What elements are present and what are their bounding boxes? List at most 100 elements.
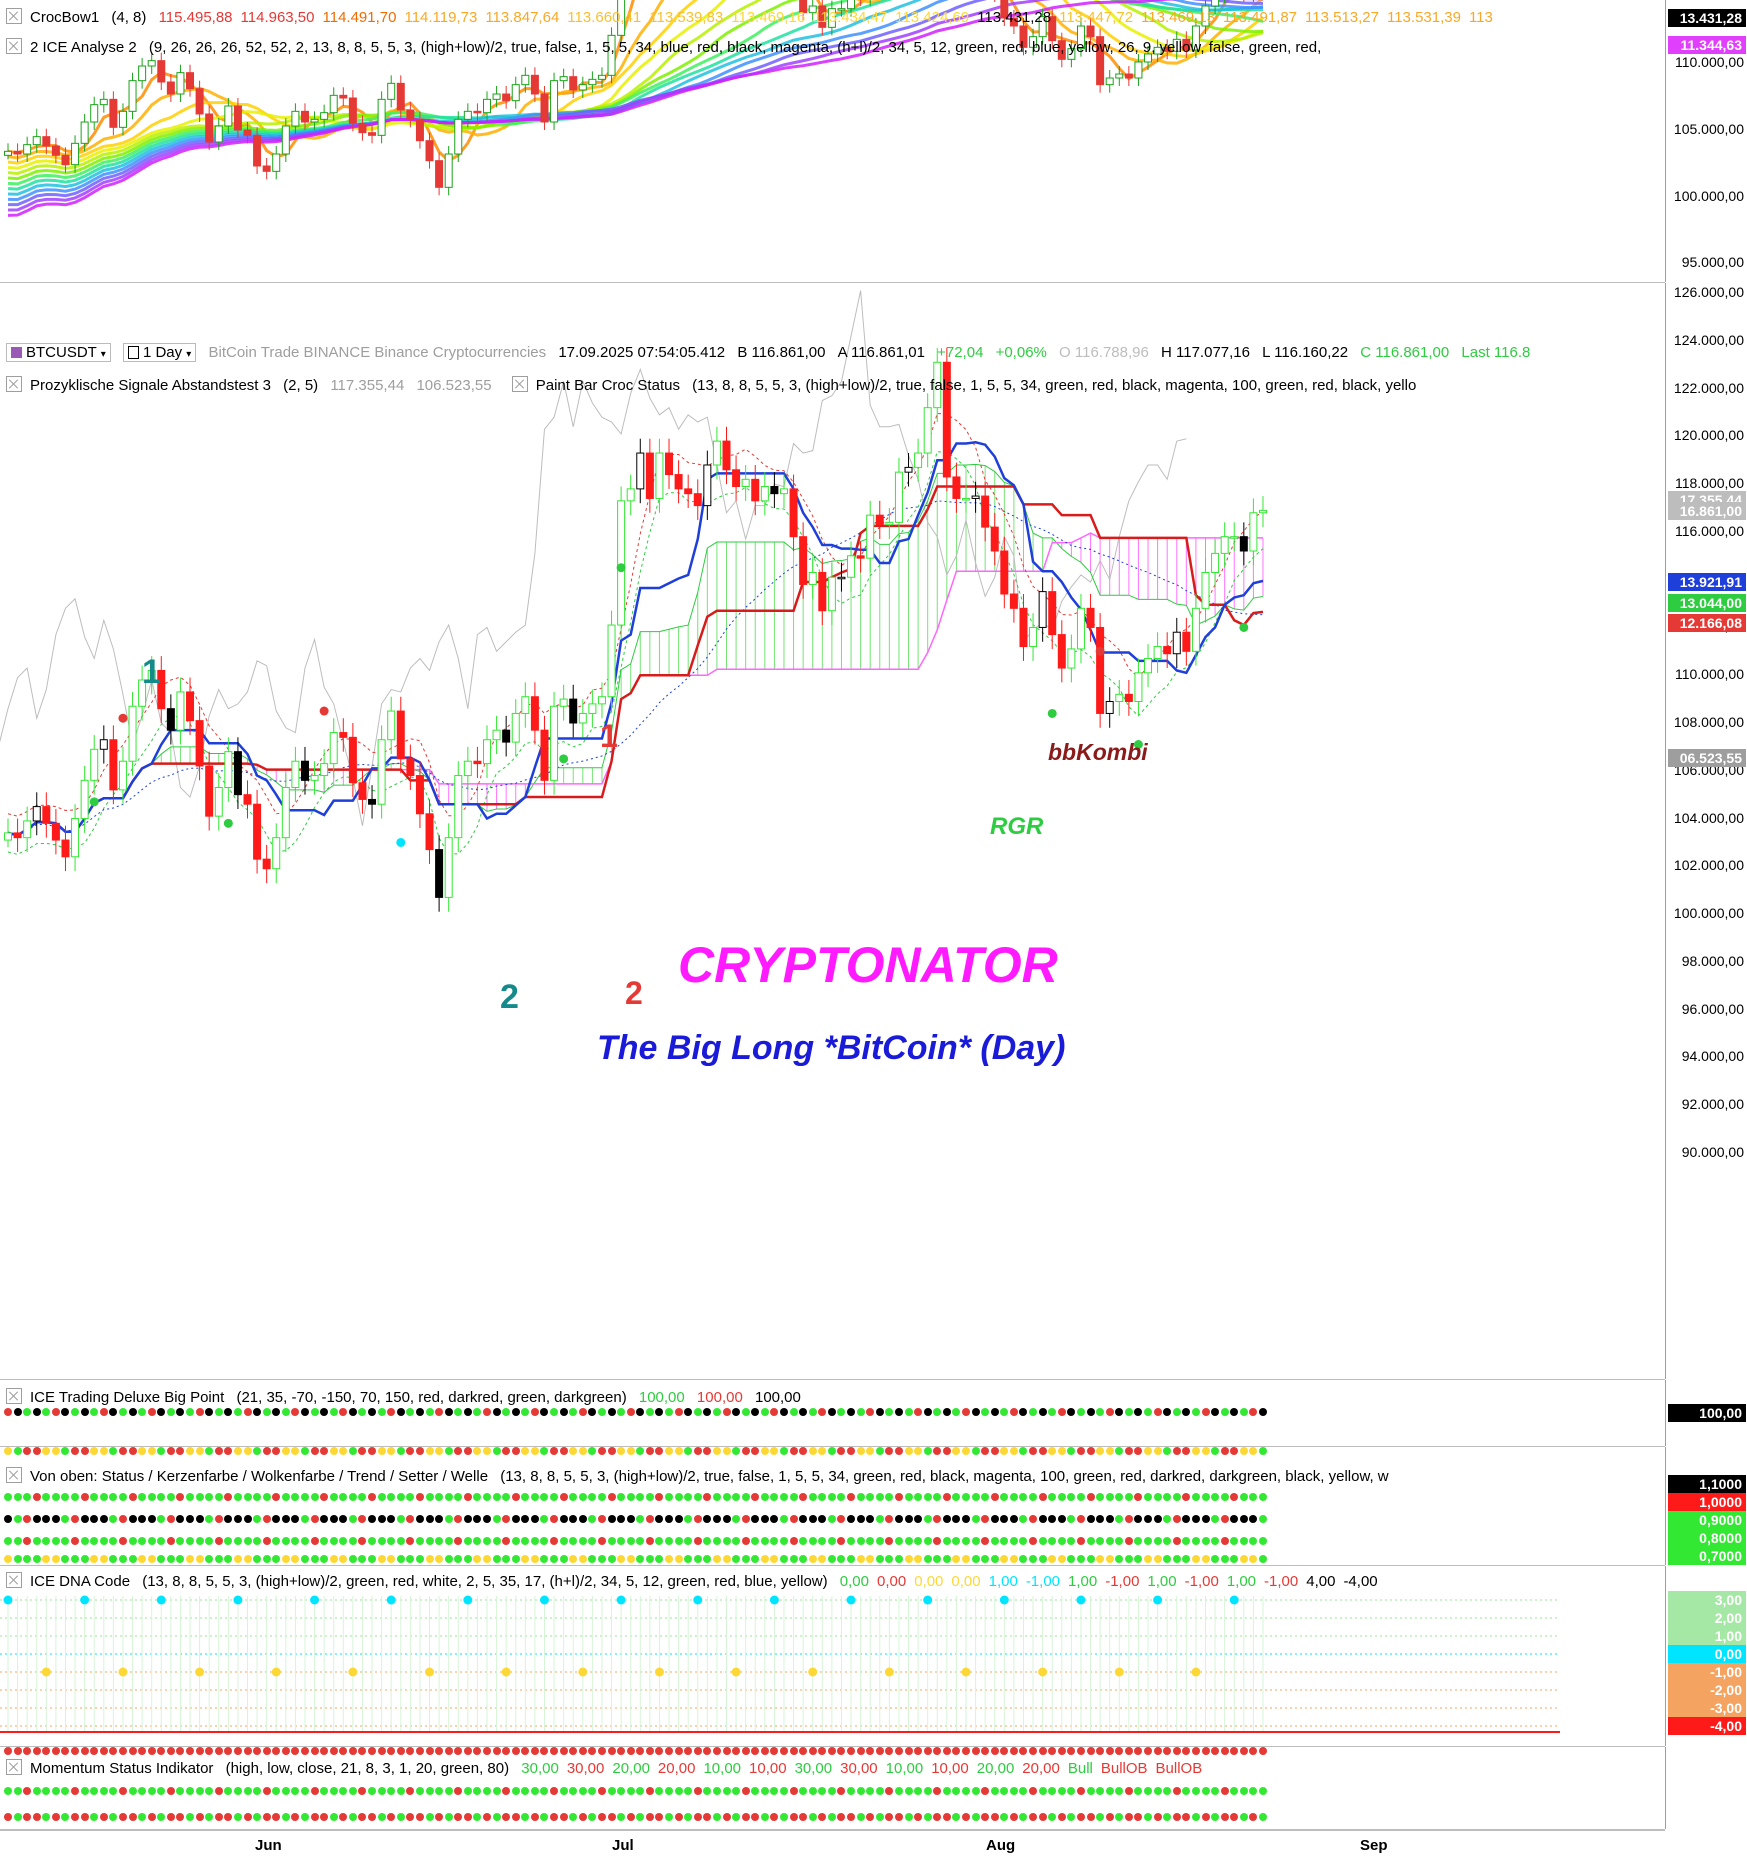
status-dot	[262, 1787, 271, 1795]
status-dot	[1009, 1747, 1018, 1755]
candle-body	[684, 488, 693, 495]
status-dot	[856, 1813, 865, 1821]
status-dot	[1067, 1747, 1076, 1755]
von-oben-pane[interactable]: Von oben: Status / Kerzenfarbe / Wolkenf…	[0, 1447, 1665, 1566]
status-dot	[80, 1515, 89, 1523]
status-dot	[1172, 1787, 1181, 1795]
status-dot	[205, 1408, 214, 1416]
status-dot	[492, 1493, 501, 1501]
status-dot	[224, 1537, 233, 1545]
candle-body	[866, 514, 875, 559]
kijun-line	[7, 485, 1264, 837]
status-dot	[856, 1747, 865, 1755]
status-dot	[109, 1408, 118, 1416]
status-dot	[291, 1447, 300, 1455]
croc-value: 114.119,73	[404, 9, 478, 26]
status-dot	[243, 1493, 252, 1501]
status-dot	[722, 1408, 731, 1416]
status-dot	[1220, 1447, 1229, 1455]
status-dot	[166, 1515, 175, 1523]
interval-selector[interactable]: 1 Day ▾	[122, 343, 197, 362]
status-dot	[1076, 1555, 1085, 1563]
status-dot	[847, 1537, 856, 1545]
close-icon[interactable]	[6, 1388, 22, 1404]
high-value: H 117.077,16	[1161, 344, 1250, 361]
main-price-pane[interactable]: BTCUSDT ▾ 1 Day ▾ BitCoin Trade BINANCE …	[0, 283, 1665, 1380]
status-dot	[320, 1537, 329, 1545]
close-icon[interactable]	[6, 1759, 22, 1775]
status-dot	[808, 1537, 817, 1545]
status-dot	[1191, 1813, 1200, 1821]
status-dot	[1096, 1747, 1105, 1755]
status-dot	[90, 1537, 99, 1545]
status-dot	[99, 1747, 108, 1755]
status-dot	[990, 1408, 999, 1416]
status-dot	[1211, 1447, 1220, 1455]
price-tag: 06.523,55	[1668, 749, 1746, 768]
close-icon[interactable]	[6, 38, 22, 54]
status-dot	[933, 1555, 942, 1563]
status-dot	[1009, 1813, 1018, 1821]
status-dot	[1115, 1813, 1124, 1821]
status-dot	[1172, 1515, 1181, 1523]
status-dot	[789, 1493, 798, 1501]
main-price-axis[interactable]: 126.000,00 124.000,00 122.000,00 120.000,00…	[1665, 283, 1747, 1379]
close-icon[interactable]	[6, 1467, 22, 1483]
status-dot	[990, 1787, 999, 1795]
status-dot	[923, 1555, 932, 1563]
momentum-pane[interactable]: Momentum Status Indikator (high, low, cl…	[0, 1747, 1665, 1830]
status-dot	[1258, 1447, 1267, 1455]
status-dot	[272, 1787, 281, 1795]
status-dot	[511, 1408, 520, 1416]
status-dot	[617, 1515, 626, 1523]
status-dot	[195, 1447, 204, 1455]
status-dot	[205, 1493, 214, 1501]
close-icon[interactable]	[6, 1572, 22, 1588]
time-axis[interactable]: Jun Jul Aug Sep	[0, 1830, 1665, 1863]
status-dot	[626, 1813, 635, 1821]
status-dot	[1153, 1787, 1162, 1795]
close-icon[interactable]	[6, 376, 22, 392]
status-dot	[885, 1555, 894, 1563]
status-dot	[444, 1493, 453, 1501]
status-dot	[214, 1515, 223, 1523]
dna-value: 1,00	[1068, 1573, 1098, 1590]
open-value: O 116.788,96	[1059, 344, 1149, 361]
status-dot	[732, 1787, 741, 1795]
status-dot	[866, 1447, 875, 1455]
status-dot	[32, 1447, 41, 1455]
croc-price-axis[interactable]: 100.000,00105.000,00110.000,0095.000,009…	[1665, 0, 1747, 282]
status-dot	[387, 1813, 396, 1821]
status-dot	[712, 1493, 721, 1501]
status-dot	[617, 1813, 626, 1821]
ice-big-point-pane[interactable]: ICE Trading Deluxe Big Point (21, 35, -7…	[0, 1380, 1665, 1447]
candle-body	[894, 471, 903, 523]
status-dot	[703, 1447, 712, 1455]
instrument-info: BitCoin Trade BINANCE Binance Cryptocurr…	[208, 344, 547, 361]
status-dot	[435, 1493, 444, 1501]
symbol-selector[interactable]: BTCUSDT ▾	[6, 343, 111, 362]
status-dot	[42, 1787, 51, 1795]
close-icon[interactable]	[511, 376, 528, 392]
status-dot	[1191, 1747, 1200, 1755]
trend-line	[7, 500, 1264, 836]
status-dot	[1029, 1447, 1038, 1455]
status-dot	[272, 1493, 281, 1501]
candle-body	[502, 93, 511, 102]
status-dot	[540, 1408, 549, 1416]
status-dot	[32, 1515, 41, 1523]
croc-pane[interactable]: CrocBow1 (4, 8) 115.495,88 114.963,50 114.…	[0, 0, 1665, 283]
status-dot	[1182, 1515, 1191, 1523]
status-dot	[1144, 1813, 1153, 1821]
status-dot	[13, 1537, 22, 1545]
close-icon[interactable]	[6, 8, 22, 24]
ice-dna-pane[interactable]: ICE DNA Code (13, 8, 8, 5, 5, 3, (high+l…	[0, 1566, 1665, 1747]
status-dot	[636, 1747, 645, 1755]
status-dot	[415, 1408, 424, 1416]
status-dot	[502, 1787, 511, 1795]
status-dot	[1134, 1813, 1143, 1821]
dna-canvas	[0, 1595, 1560, 1733]
status-dot	[770, 1747, 779, 1755]
signal-dot	[1239, 622, 1249, 632]
status-dot	[1019, 1787, 1028, 1795]
